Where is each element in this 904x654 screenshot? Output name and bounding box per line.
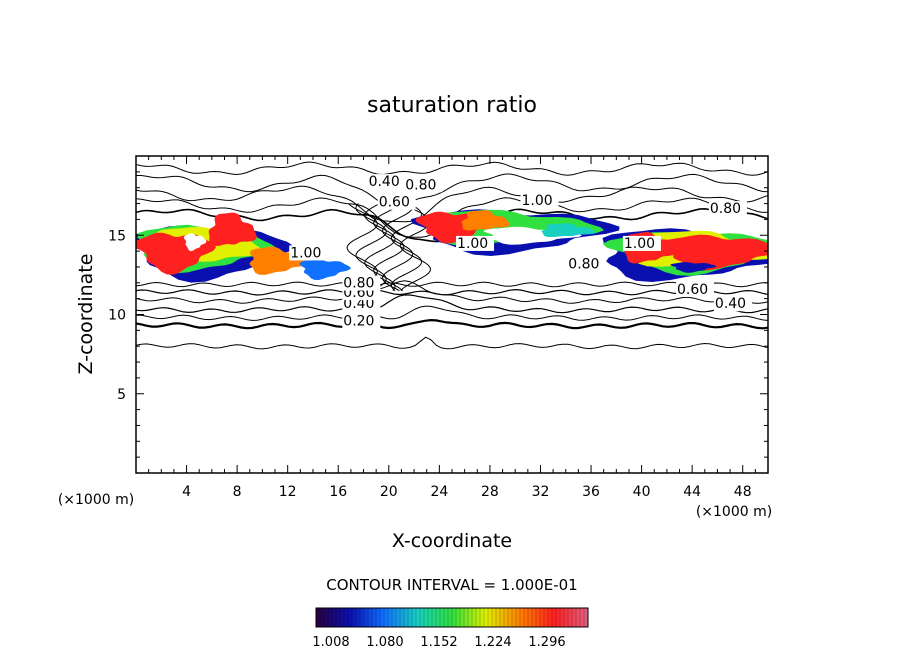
contour-label: 1.00	[522, 193, 553, 209]
colorbar-label: 1.224	[474, 635, 511, 650]
plot-area: 0.20 0.40 0.60 0.80 1.00 0.40 0.60 0.80 1.00 1.00…	[108, 155, 769, 500]
chart-title: saturation ratio	[367, 93, 537, 118]
contour-label-bg	[675, 281, 714, 297]
contour-line	[355, 203, 387, 292]
contour-label: 1.00	[290, 245, 321, 261]
y-axis-ticks: 5 10 15	[108, 171, 768, 458]
contour-labels: 0.20 0.40 0.60 0.80 1.00 0.40 0.60 0.80 1.00 1.00…	[289, 174, 752, 330]
contour-label-bg	[713, 296, 752, 312]
contour-line	[136, 318, 768, 330]
contour-label: 0.40	[715, 296, 746, 312]
saturation-region	[461, 210, 510, 231]
contour-label-bg	[367, 174, 406, 190]
contour-label-bg	[377, 194, 416, 210]
colorbar: 1.008 1.080 1.152 1.224 1.296	[312, 607, 589, 650]
x-tick-label: 28	[481, 484, 499, 500]
contour-interval-text: CONTOUR INTERVAL = 1.000E-01	[326, 576, 577, 594]
x-tick-label: 8	[233, 484, 242, 500]
contour-label: 0.80	[568, 257, 599, 273]
x-tick-label: 48	[734, 484, 752, 500]
colorbar-label: 1.080	[366, 635, 403, 650]
colorbar-ticks	[315, 608, 589, 627]
contour-label-bg	[567, 256, 606, 272]
contour-label-bg	[708, 201, 747, 217]
saturation-field: 0.20 0.40 0.60 0.80 1.00 0.40 0.60 0.80 1.00 1.00…	[136, 161, 768, 350]
contour-label: 0.60	[379, 195, 410, 211]
x-tick-label: 36	[582, 484, 600, 500]
saturation-region	[670, 262, 717, 273]
contour-line	[381, 203, 414, 292]
saturation-region	[208, 212, 257, 246]
contour-label-bg	[456, 235, 495, 251]
contour-line	[136, 294, 768, 314]
contour-label: 1.00	[624, 236, 655, 252]
contour-label-bg	[404, 177, 443, 193]
contour-line	[136, 305, 768, 321]
x-tick-label: 24	[430, 484, 448, 500]
colorbar-labels: 1.008 1.080 1.152 1.224 1.296	[312, 635, 565, 650]
x-unit-label: (×1000 m)	[696, 504, 772, 520]
x-tick-label: 16	[329, 484, 347, 500]
x-axis-label: X-coordinate	[392, 530, 512, 552]
y-tick-label: 5	[117, 387, 126, 403]
contour-label: 0.40	[343, 296, 374, 312]
saturation-region	[661, 234, 768, 271]
colorbar-label: 1.008	[312, 635, 349, 650]
contour-line	[136, 280, 768, 304]
saturation-region	[299, 258, 351, 280]
x-tick-label: 4	[182, 484, 191, 500]
contour-line	[136, 288, 768, 296]
x-tick-label: 20	[380, 484, 398, 500]
contour-label-bg	[289, 245, 328, 261]
colorbar-label: 1.152	[420, 635, 457, 650]
y-tick-label: 10	[108, 308, 126, 324]
x-tick-label: 40	[633, 484, 651, 500]
y-tick-label: 15	[108, 228, 126, 244]
colored-regions	[136, 209, 768, 283]
contour-label-bg	[520, 193, 559, 209]
contour-line	[136, 281, 768, 288]
saturation-region	[183, 233, 207, 252]
x-tick-label: 12	[279, 484, 297, 500]
contour-label: 0.20	[343, 314, 374, 330]
saturation-region	[541, 223, 596, 238]
colorbar-gradient	[315, 607, 589, 628]
contour-line	[136, 173, 768, 209]
x-tick-label: 44	[683, 484, 701, 500]
colorbar-label: 1.296	[528, 635, 565, 650]
contour-label-bg	[622, 235, 661, 251]
y-axis-label: Z-coordinate	[75, 254, 97, 375]
z-unit-label: (×1000 m)	[58, 492, 134, 508]
contour-label-bg	[342, 313, 381, 329]
contour-line	[136, 336, 768, 350]
x-axis-ticks: 4 8 12 16 20 24 28 32 36 40 44 48	[148, 156, 756, 500]
plot-frame	[135, 155, 769, 474]
contour-label-bg	[342, 275, 381, 291]
contour-lines	[136, 161, 768, 350]
contour-line	[136, 185, 768, 223]
contour-label: 0.80	[343, 276, 374, 292]
contour-label: 0.80	[405, 177, 436, 193]
contour-label: 0.80	[710, 201, 741, 217]
contour-label: 0.60	[677, 282, 708, 298]
contour-label: 1.00	[457, 236, 488, 252]
x-tick-label: 32	[532, 484, 550, 500]
contour-label: 0.40	[369, 174, 400, 190]
contour-line	[136, 161, 768, 176]
